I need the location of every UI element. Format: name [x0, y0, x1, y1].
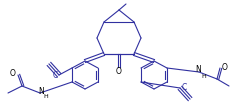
Text: C: C: [52, 70, 58, 79]
Text: O: O: [10, 69, 16, 78]
Text: C: C: [181, 83, 187, 92]
Text: H: H: [202, 73, 206, 78]
Text: O: O: [116, 67, 122, 76]
Text: N: N: [38, 86, 44, 95]
Text: O: O: [222, 62, 228, 71]
Text: N: N: [195, 65, 201, 74]
Text: H: H: [44, 94, 48, 99]
